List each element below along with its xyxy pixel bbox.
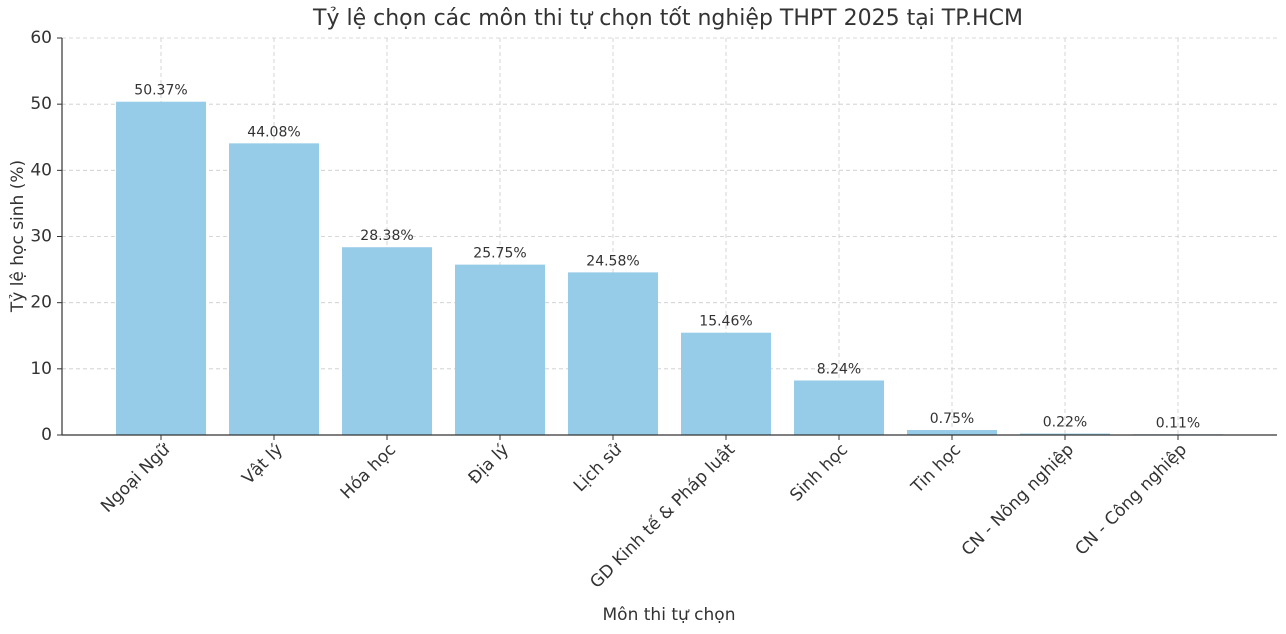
x-tick-label: Sinh học <box>786 440 852 506</box>
bar <box>794 380 884 435</box>
x-tick-label: Địa lý <box>465 440 513 488</box>
x-axis-label: Môn thi tự chọn <box>603 605 736 625</box>
value-label: 25.75% <box>473 246 526 262</box>
value-label: 28.38% <box>360 228 413 244</box>
y-axis-label: Tỷ lệ học sinh (%) <box>8 160 28 313</box>
x-tick-label: Ngoại Ngữ <box>97 439 175 517</box>
x-tick-label: Lịch sử <box>570 439 627 496</box>
x-tick-label: Vật lý <box>238 440 287 489</box>
y-tick-label: 60 <box>30 28 52 48</box>
x-tick-label: Hóa học <box>337 440 400 503</box>
value-label: 50.37% <box>134 83 187 99</box>
bar <box>342 247 432 435</box>
y-tick-label: 20 <box>30 293 52 313</box>
x-tick-label: CN - Nông nghiệp <box>958 440 1078 560</box>
bar <box>229 143 319 435</box>
value-label: 0.22% <box>1043 415 1087 431</box>
value-label: 0.11% <box>1156 415 1200 431</box>
y-tick-label: 40 <box>30 160 52 180</box>
y-tick-label: 50 <box>30 94 52 114</box>
bar <box>116 101 206 435</box>
x-tick-label: Tin học <box>907 440 965 498</box>
bar <box>1020 433 1110 435</box>
y-tick-label: 10 <box>30 359 52 379</box>
value-label: 24.58% <box>586 253 639 269</box>
bar <box>455 264 545 435</box>
y-tick-label: 30 <box>30 227 52 247</box>
value-label: 8.24% <box>817 361 861 377</box>
bar <box>681 332 771 435</box>
value-label: 0.75% <box>930 411 974 427</box>
value-label: 15.46% <box>699 314 752 330</box>
x-tick-label: CN - Công nghiệp <box>1072 440 1192 560</box>
value-label: 44.08% <box>247 124 300 140</box>
chart-title: Tỷ lệ chọn các môn thi tự chọn tốt nghiệ… <box>312 6 1023 31</box>
bar <box>568 272 658 435</box>
y-tick-label: 0 <box>41 425 52 445</box>
bar <box>907 430 997 435</box>
